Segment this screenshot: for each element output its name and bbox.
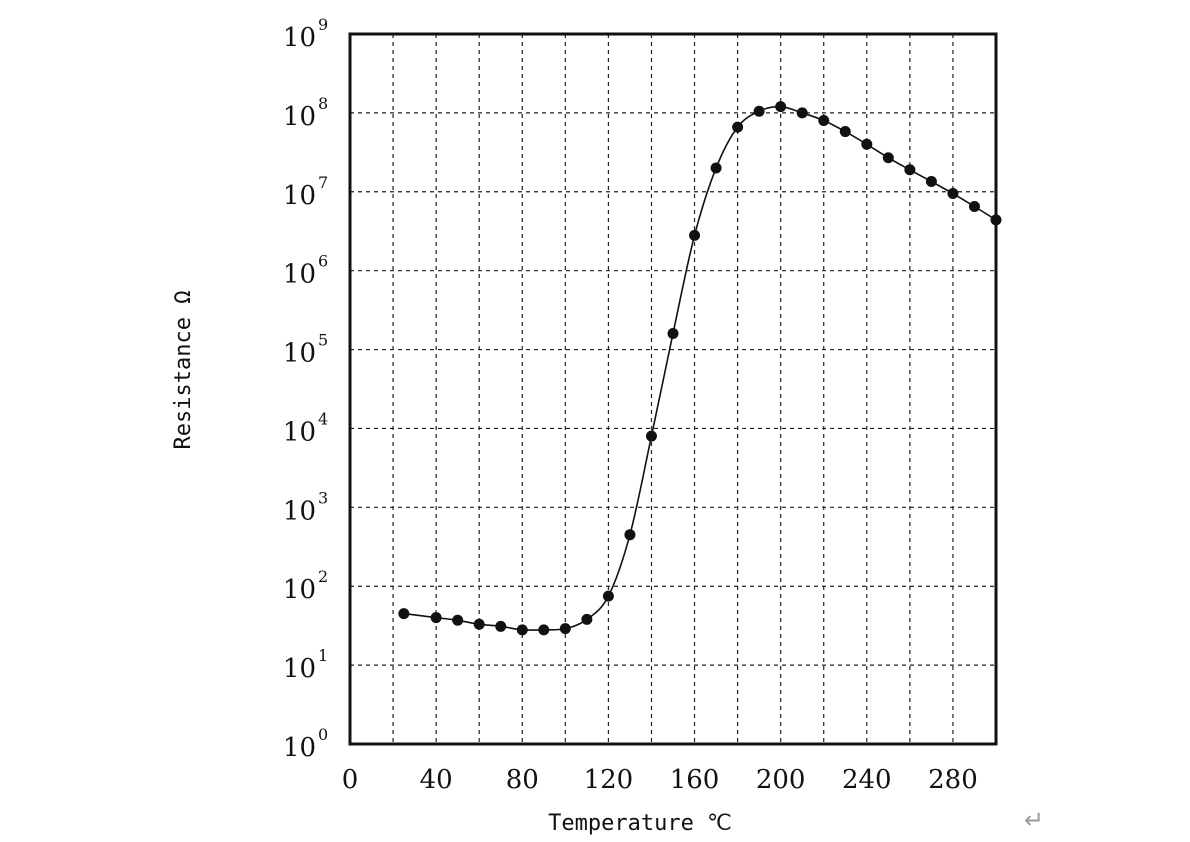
y-tick-label: 10	[283, 181, 316, 211]
data-point	[624, 529, 636, 541]
data-point	[775, 101, 787, 113]
x-tick-label: 40	[420, 765, 453, 795]
plot-frame	[348, 32, 998, 746]
y-tick-exponent: 7	[318, 173, 328, 192]
data-point	[925, 175, 937, 187]
data-point	[968, 201, 980, 213]
y-tick-exponent: 1	[318, 646, 328, 665]
y-tick-label: 10	[283, 654, 316, 684]
y-axis-title: Resistance Ω	[171, 291, 196, 450]
x-tick-labels: 0 40 80 120 160 200 240 280	[342, 765, 978, 795]
data-point	[990, 214, 1002, 226]
y-tick-label: 10	[283, 417, 316, 447]
data-point	[753, 105, 765, 117]
data-point	[559, 623, 571, 635]
x-tick-label: 0	[342, 765, 359, 795]
data-point	[645, 430, 657, 442]
data-point	[818, 115, 830, 127]
x-tick-label: 120	[584, 765, 634, 795]
y-tick-label: 10	[283, 339, 316, 369]
y-tick-label: 10	[283, 575, 316, 605]
data-point	[602, 590, 614, 602]
y-tick-exponent: 4	[318, 409, 328, 428]
data-point	[861, 138, 873, 150]
y-tick-label: 10	[283, 496, 316, 526]
data-point	[904, 164, 916, 176]
x-tick-label: 200	[756, 765, 806, 795]
data-point	[538, 624, 550, 636]
data-point	[495, 620, 507, 632]
data-point	[398, 608, 410, 620]
y-tick-label: 10	[283, 102, 316, 132]
y-tick-label: 10	[283, 23, 316, 53]
data-point	[452, 614, 464, 626]
x-tick-label: 240	[842, 765, 892, 795]
x-tick-label: 80	[506, 765, 539, 795]
x-tick-label: 160	[670, 765, 720, 795]
data-point	[839, 126, 851, 138]
data-point	[710, 162, 722, 174]
data-point	[667, 327, 679, 339]
data-points	[398, 101, 1002, 636]
return-mark-glyph: ↵	[1024, 806, 1045, 834]
data-point	[732, 121, 744, 133]
y-tick-label: 10	[283, 260, 316, 290]
data-point	[473, 618, 485, 630]
y-tick-exponent: 6	[318, 252, 328, 271]
data-point	[430, 612, 442, 624]
y-tick-label: 10	[283, 733, 316, 763]
data-point	[796, 107, 808, 119]
y-tick-exponent: 5	[318, 331, 328, 350]
y-tick-exponent: 2	[318, 567, 328, 586]
y-tick-exponent: 8	[318, 94, 328, 113]
y-tick-exponent: 0	[318, 725, 328, 744]
x-axis-title: Temperature ℃	[548, 811, 732, 836]
data-point	[882, 152, 894, 164]
y-tick-exponent: 9	[318, 15, 328, 34]
series-line	[403, 105, 997, 631]
grid	[350, 34, 996, 744]
data-point	[947, 188, 959, 200]
x-tick-label: 280	[928, 765, 978, 795]
data-point	[689, 229, 701, 241]
y-tick-exponent: 3	[318, 488, 328, 507]
data-point	[581, 613, 593, 625]
data-point	[516, 624, 528, 636]
